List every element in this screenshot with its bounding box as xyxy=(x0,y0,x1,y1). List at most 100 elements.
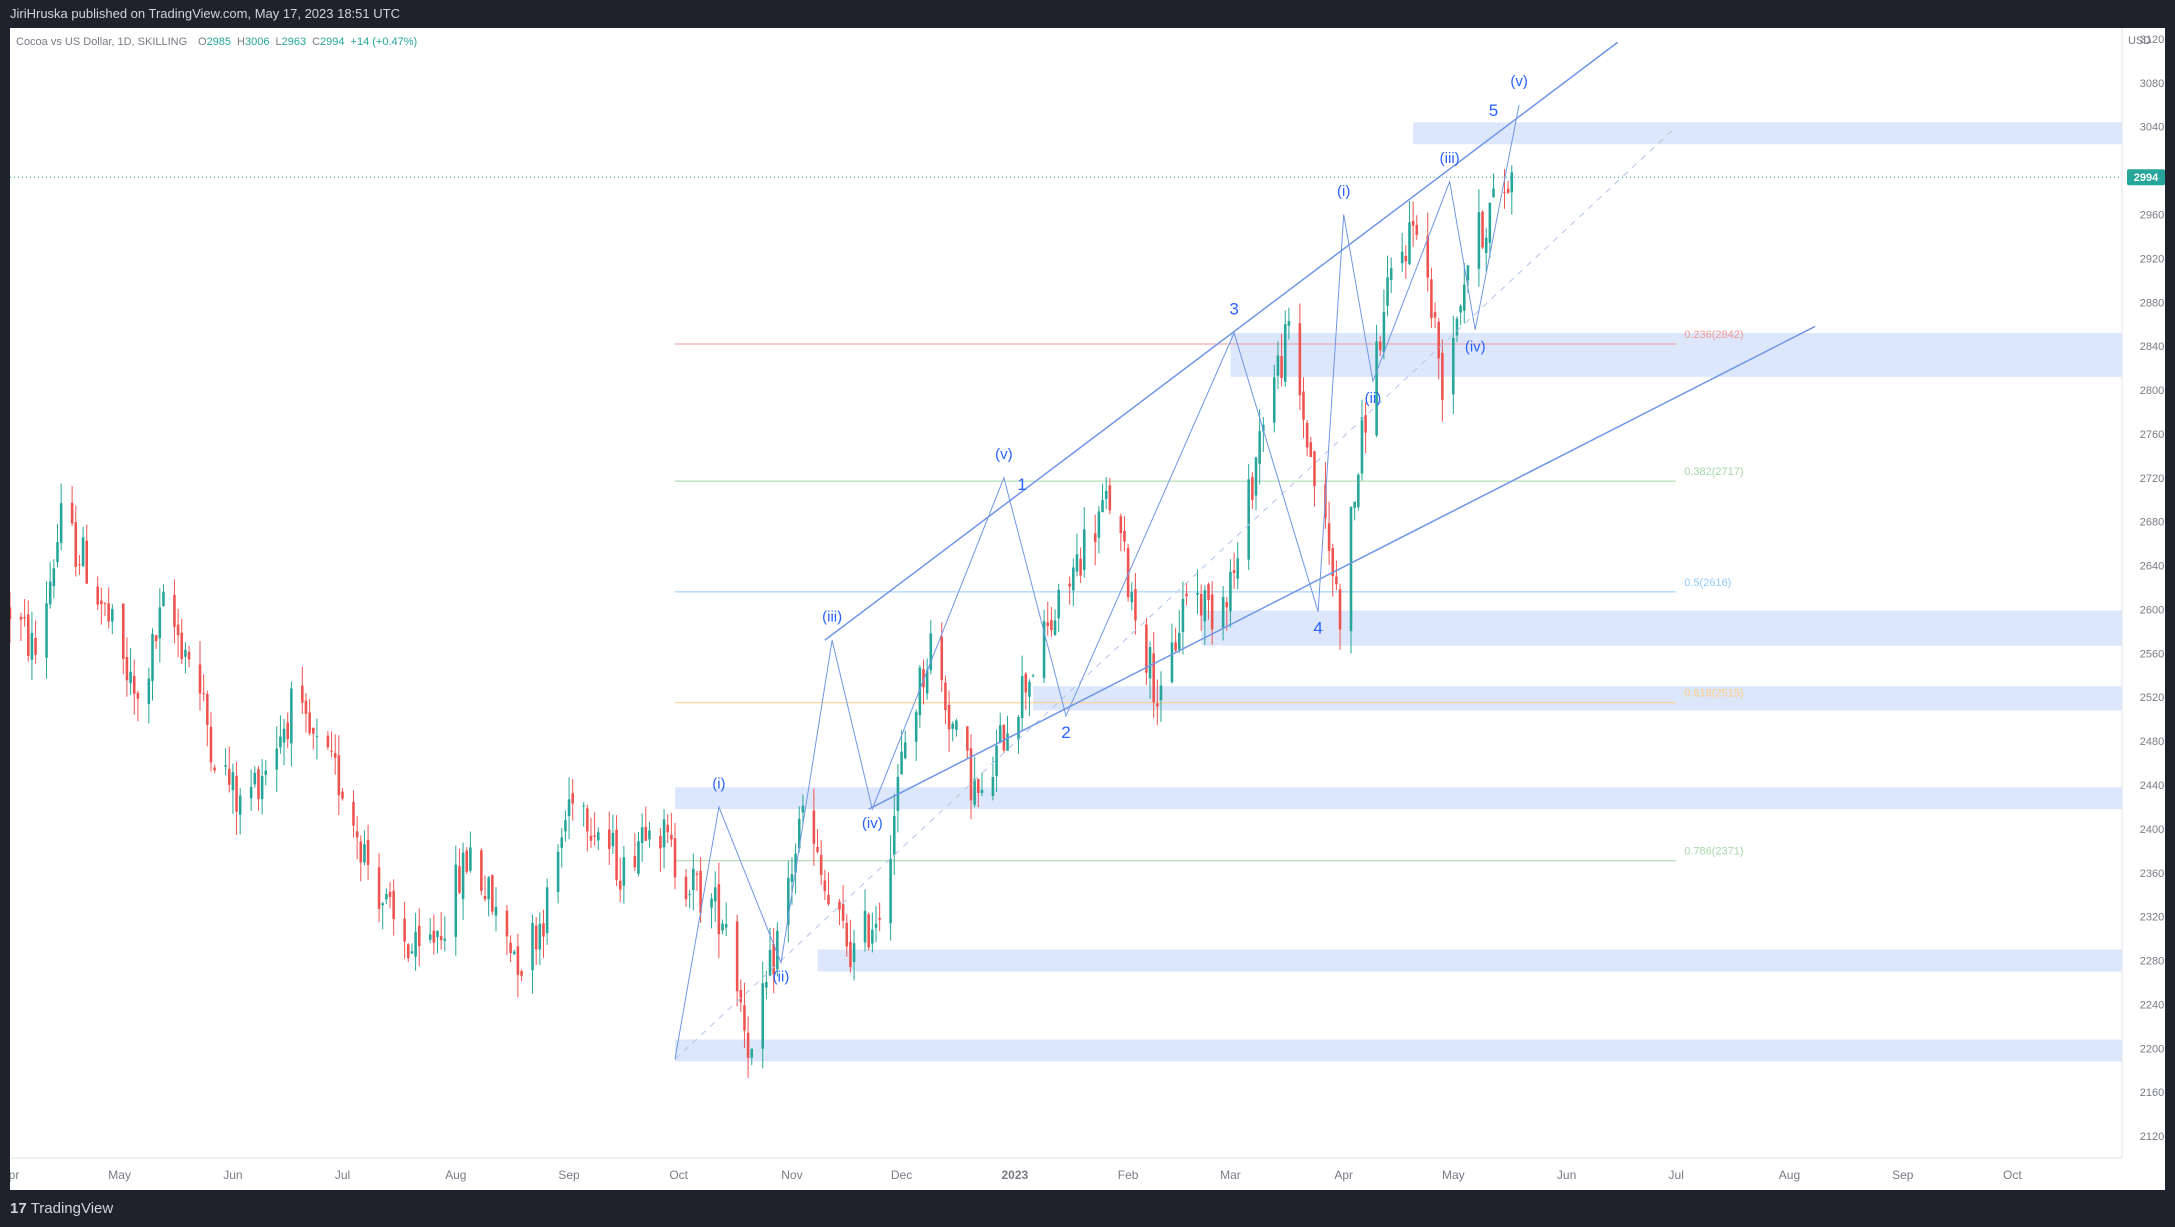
candle-body xyxy=(1492,188,1495,198)
candle-body xyxy=(1251,477,1254,500)
wave-label: 3 xyxy=(1229,299,1238,318)
candle-body xyxy=(1463,284,1466,311)
candle-body xyxy=(1466,265,1470,281)
tradingview-logo[interactable]: 17 TradingView xyxy=(10,1200,113,1217)
wave-label: (i) xyxy=(712,775,725,792)
change-value: +14 (+0.47%) xyxy=(351,36,418,48)
candle-body xyxy=(1353,501,1356,508)
candle-body xyxy=(1079,558,1082,576)
candle-body xyxy=(173,594,176,627)
candle-body xyxy=(1126,548,1130,598)
candle-body xyxy=(308,712,311,734)
candle-body xyxy=(531,923,534,971)
high-label: H xyxy=(237,36,245,48)
candle-body xyxy=(1017,717,1020,740)
candle-body xyxy=(1152,653,1155,703)
published-line: JiriHruska published on TradingView.com,… xyxy=(10,6,400,21)
candle-body xyxy=(812,810,816,844)
candle-body xyxy=(640,827,644,843)
candle-body xyxy=(96,586,99,605)
y-tick-label: 2800 xyxy=(2140,385,2164,397)
candle-body xyxy=(1400,251,1404,264)
candle-body xyxy=(951,723,955,729)
candle-body xyxy=(878,917,881,920)
candle-body xyxy=(1302,391,1305,420)
candle-body xyxy=(1305,422,1309,448)
candle-body xyxy=(1378,341,1382,351)
chart-panel[interactable]: 0.236(2842) 0.382(2717) 0.5(2616) 0.618(251… xyxy=(1,28,2165,1190)
candle-body xyxy=(187,651,191,660)
candle-body xyxy=(1484,237,1488,253)
fib-level-label: 0.786(2371) xyxy=(1684,846,1743,858)
candle-body xyxy=(750,1048,754,1058)
candle-body xyxy=(385,894,388,900)
candle-body xyxy=(688,894,691,896)
candle-body xyxy=(637,841,640,874)
high-value: 3006 xyxy=(245,36,269,48)
candle-body xyxy=(571,793,574,804)
y-tick-label: 2240 xyxy=(2140,999,2164,1011)
candle-body xyxy=(1360,417,1364,474)
published-bar: JiriHruska published on TradingView.com,… xyxy=(0,0,2175,28)
open-value: 2985 xyxy=(207,36,231,48)
candle-body xyxy=(147,678,151,705)
candle-body xyxy=(1382,312,1386,353)
candle-body xyxy=(23,616,26,619)
candle-body xyxy=(30,632,34,660)
candle-body xyxy=(1024,673,1028,693)
candle-body xyxy=(337,755,341,796)
candle-body xyxy=(158,607,162,639)
candle-body xyxy=(377,867,381,909)
candle-body xyxy=(224,765,227,767)
y-tick-label: 2480 xyxy=(2140,736,2164,748)
candle-body xyxy=(1210,594,1214,630)
candle-body xyxy=(589,835,593,841)
candle-body xyxy=(1006,733,1009,751)
candle-body xyxy=(903,742,907,759)
candlestick-chart[interactable]: 0.236(2842) 0.382(2717) 0.5(2616) 0.618(251… xyxy=(1,28,2165,1190)
candle-body xyxy=(231,772,235,791)
support-resistance-zone xyxy=(1230,332,2122,377)
candle-body xyxy=(125,656,129,681)
candle-body xyxy=(432,930,436,943)
candle-body xyxy=(491,874,494,912)
candle-body xyxy=(206,693,209,725)
candle-body xyxy=(363,844,366,863)
candle-body xyxy=(388,891,392,898)
y-tick-label: 2520 xyxy=(2140,692,2164,704)
candle-body xyxy=(341,791,344,799)
candle-body xyxy=(586,808,589,832)
candle-body xyxy=(1159,685,1163,701)
candle-body xyxy=(816,846,819,852)
x-tick-label: Sep xyxy=(558,1168,580,1182)
candle-body xyxy=(381,903,384,906)
support-resistance-zone xyxy=(1413,122,2122,145)
candle-body xyxy=(1437,321,1440,359)
price-axis-panel xyxy=(2122,28,2165,1190)
candle-body xyxy=(969,748,973,801)
candle-body xyxy=(545,887,549,934)
candle-body xyxy=(1441,352,1444,400)
candle-body xyxy=(710,898,713,908)
candle-body xyxy=(509,942,512,954)
tradingview-logo-text: TradingView xyxy=(30,1200,114,1217)
candle-body xyxy=(465,850,469,872)
candle-body xyxy=(998,725,1002,743)
candle-body xyxy=(735,921,739,992)
candle-body xyxy=(403,918,406,942)
candle-body xyxy=(564,820,567,832)
y-tick-label: 2360 xyxy=(2140,868,2164,880)
candle-body xyxy=(1488,202,1492,243)
candle-body xyxy=(1430,279,1433,319)
candle-body xyxy=(790,874,794,882)
y-tick-label: 2640 xyxy=(2140,561,2164,573)
fib-level-label: 0.236(2842) xyxy=(1684,329,1743,341)
candle-body xyxy=(556,851,560,893)
candle-body xyxy=(666,824,669,833)
candle-body xyxy=(1433,312,1437,318)
candle-body xyxy=(469,847,472,871)
candle-body xyxy=(776,930,779,970)
wave-label: 4 xyxy=(1313,619,1322,638)
candle-body xyxy=(249,786,253,799)
candle-body xyxy=(213,767,216,771)
